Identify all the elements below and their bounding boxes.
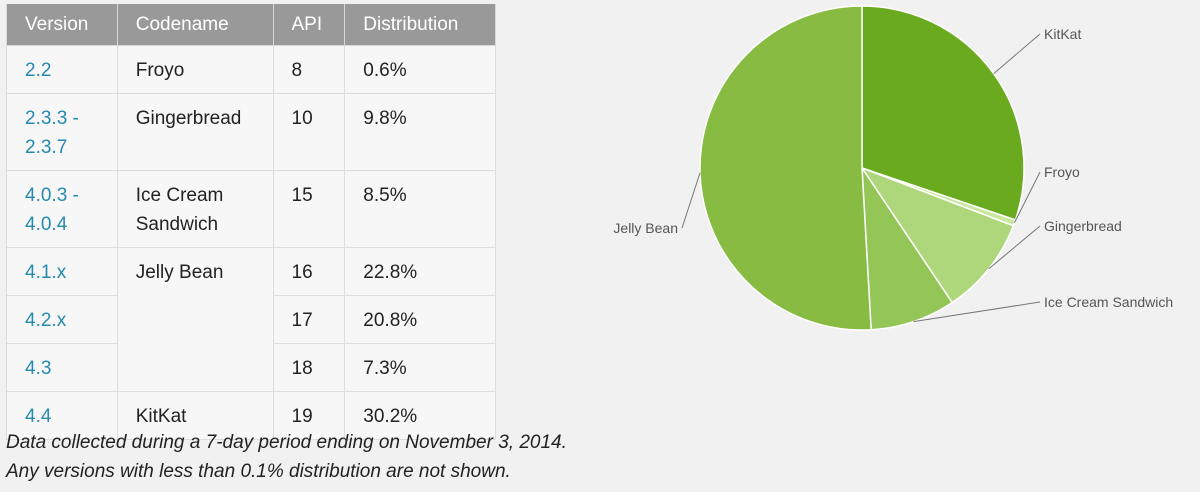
pie-label-ice-cream-sandwich: Ice Cream Sandwich xyxy=(1044,294,1173,310)
distribution-cell: 22.8% xyxy=(344,247,496,296)
distribution-pie-chart: KitKat Froyo Gingerbread Ice Cream Sandwich… xyxy=(613,5,1173,331)
leader-line-ice-cream-sandwich xyxy=(913,301,1041,323)
table-row: 4.1.x Jelly Bean 16 22.8% xyxy=(6,247,496,392)
leader-line-gingerbread xyxy=(988,225,1041,270)
api-cell: 17 xyxy=(272,295,346,344)
leader-line-kitkat xyxy=(993,33,1041,74)
codename-cell: Ice Cream Sandwich xyxy=(116,170,274,248)
distribution-cell: 30.2% xyxy=(344,391,496,440)
footnote-line-2: Any versions with less than 0.1% distrib… xyxy=(6,461,511,482)
distribution-table: Version Codename API Distribution 2.2 Fr… xyxy=(6,4,496,440)
table-row: 4.4 KitKat 19 30.2% xyxy=(6,391,496,440)
pie-slice-ice-cream-sandwich xyxy=(861,165,954,331)
pie-slice-kitkat xyxy=(861,5,1025,221)
table-row: 2.2 Froyo 8 0.6% xyxy=(6,45,496,94)
table-row: 2.3.3 - 2.3.7 Gingerbread 10 9.8% xyxy=(6,93,496,171)
api-cell: 10 xyxy=(272,93,346,171)
version-link[interactable]: 4.4 xyxy=(6,391,118,440)
distribution-cell: 9.8% xyxy=(344,93,496,171)
version-link[interactable]: 4.1.x xyxy=(6,247,118,296)
header-codename: Codename xyxy=(116,4,274,46)
codename-cell: Gingerbread xyxy=(116,93,274,171)
version-link[interactable]: 4.3 xyxy=(6,343,118,392)
codename-cell: Froyo xyxy=(116,45,274,94)
distribution-cell: 8.5% xyxy=(344,170,496,248)
table-row: 4.3 18 7.3% xyxy=(6,343,496,392)
api-cell: 16 xyxy=(272,247,346,296)
leader-line-froyo xyxy=(1013,171,1041,224)
distribution-cell: 20.8% xyxy=(344,295,496,344)
version-link[interactable]: 2.3.3 - 2.3.7 xyxy=(6,93,118,171)
version-link[interactable]: 4.0.3 - 4.0.4 xyxy=(6,170,118,248)
table-header-row: Version Codename API Distribution xyxy=(6,4,496,46)
pie-label-kitkat: KitKat xyxy=(1044,26,1081,42)
header-version: Version xyxy=(6,4,118,46)
header-api: API xyxy=(272,4,346,46)
api-cell: 18 xyxy=(272,343,346,392)
table-row: 4.2.x 17 20.8% xyxy=(6,295,496,344)
table-row: 4.0.3 - 4.0.4 Ice Cream Sandwich 15 8.5% xyxy=(6,170,496,248)
distribution-cell: 0.6% xyxy=(344,45,496,94)
api-cell: 8 xyxy=(272,45,346,94)
leader-line-jelly-bean xyxy=(681,172,701,229)
api-cell: 15 xyxy=(272,170,346,248)
codename-cell: KitKat xyxy=(116,391,274,440)
footnote-line-1: Data collected during a 7-day period end… xyxy=(6,432,567,453)
version-link[interactable]: 4.2.x xyxy=(6,295,118,344)
pie-label-froyo: Froyo xyxy=(1044,164,1080,180)
distribution-cell: 7.3% xyxy=(344,343,496,392)
header-distribution: Distribution xyxy=(344,4,496,46)
pie-slice-jelly-bean xyxy=(699,5,872,331)
api-cell: 19 xyxy=(272,391,346,440)
codename-cell: Jelly Bean xyxy=(116,247,274,392)
footnote: Data collected during a 7-day period end… xyxy=(6,428,567,486)
pie-label-jelly-bean: Jelly Bean xyxy=(613,220,678,236)
version-link[interactable]: 2.2 xyxy=(6,45,118,94)
pie-label-gingerbread: Gingerbread xyxy=(1044,218,1122,234)
